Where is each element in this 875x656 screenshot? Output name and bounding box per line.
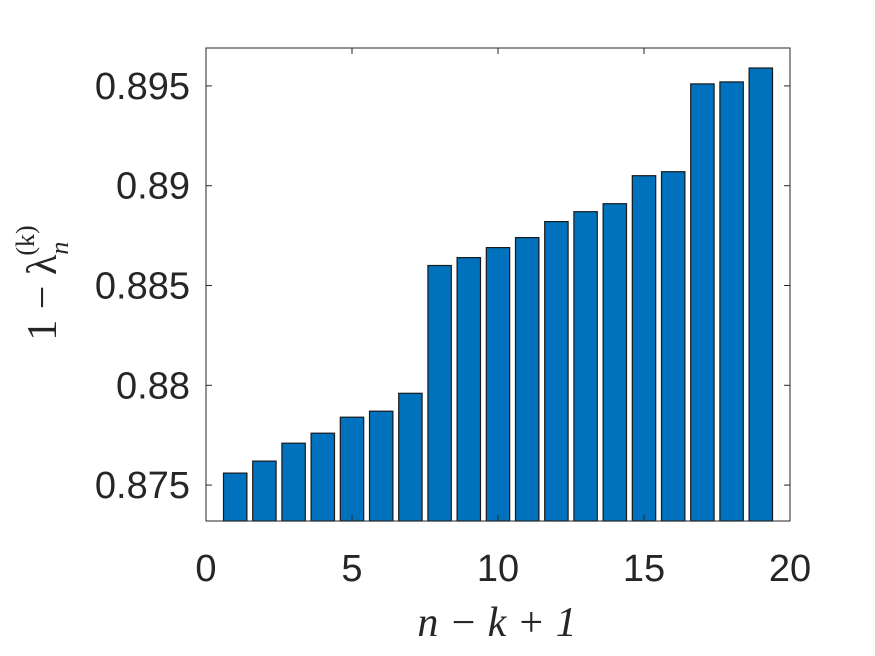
x-tick-label: 15 (623, 548, 665, 590)
y-tick-label: 0.88 (116, 365, 190, 407)
bar (398, 392, 423, 522)
bar (719, 81, 744, 522)
bar (631, 175, 657, 522)
bar-group (222, 67, 774, 522)
bar (281, 442, 306, 522)
bar (660, 171, 686, 522)
bar (310, 432, 336, 522)
y-axis-ticks: 0.875 0.88 0.885 0.89 0.895 (95, 66, 790, 507)
y-axis-label-base: 1 − λ (20, 254, 66, 341)
bar (690, 83, 715, 522)
x-axis-ticks: 0 5 10 15 20 (195, 48, 811, 590)
bar (748, 67, 774, 522)
y-tick-label: 0.875 (95, 465, 190, 507)
bar (544, 221, 569, 522)
x-tick-label: 20 (769, 548, 811, 590)
bar (368, 410, 394, 522)
x-axis-label: n − k + 1 (417, 600, 576, 646)
bar (222, 472, 248, 522)
x-tick-label: 10 (477, 548, 519, 590)
bar (427, 264, 452, 522)
x-tick-label: 0 (195, 548, 216, 590)
y-axis-label-subscript: n (45, 242, 74, 255)
y-tick-label: 0.89 (116, 166, 190, 208)
bar (252, 460, 277, 522)
bar (456, 257, 482, 522)
bar (485, 247, 511, 522)
y-tick-label: 0.885 (95, 265, 190, 307)
y-axis-label-superscript: (k) (11, 225, 40, 255)
bar (514, 237, 540, 522)
bar (573, 211, 598, 522)
x-tick-label: 5 (341, 548, 362, 590)
bar (339, 416, 365, 522)
bar (602, 203, 628, 522)
y-axis-label: 1 − λn (k) (11, 225, 74, 340)
y-tick-label: 0.895 (95, 66, 190, 108)
